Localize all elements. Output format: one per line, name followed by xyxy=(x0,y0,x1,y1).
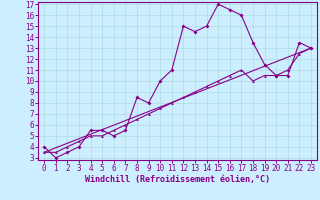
X-axis label: Windchill (Refroidissement éolien,°C): Windchill (Refroidissement éolien,°C) xyxy=(85,175,270,184)
